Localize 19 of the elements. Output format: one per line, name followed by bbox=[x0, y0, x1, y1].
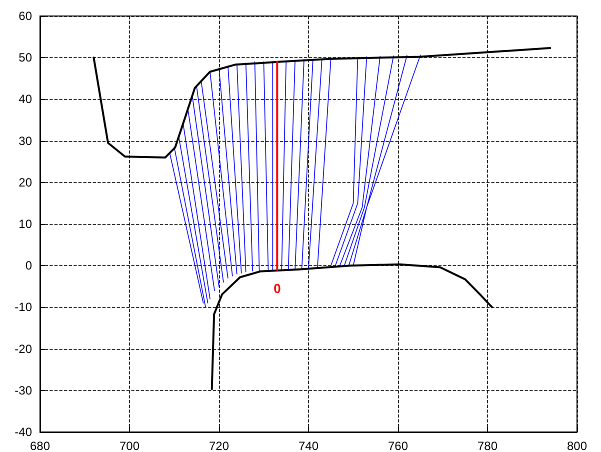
y-tick-label: -20 bbox=[14, 342, 32, 356]
y-tick-label: 30 bbox=[18, 134, 32, 148]
y-tick-label: 10 bbox=[18, 217, 32, 231]
x-tick-label: 740 bbox=[298, 439, 319, 452]
x-tick-label: 720 bbox=[208, 439, 230, 452]
annotation: 0 bbox=[274, 280, 281, 296]
y-tick-label: 20 bbox=[18, 175, 32, 190]
x-tick-label: 700 bbox=[119, 439, 140, 452]
x-tick-label: 760 bbox=[388, 439, 408, 452]
y-tick-label: 0 bbox=[25, 258, 32, 273]
y-tick-label: -10 bbox=[14, 300, 32, 314]
x-tick-label: 780 bbox=[477, 439, 498, 452]
y-tick-label: -40 bbox=[14, 425, 32, 439]
y-tick-label: -30 bbox=[14, 383, 32, 398]
x-tick-label: 800 bbox=[566, 439, 588, 452]
y-tick-label: 50 bbox=[18, 50, 32, 65]
x-tick-label: 680 bbox=[30, 439, 50, 452]
y-tick-label: 40 bbox=[18, 92, 32, 106]
y-tick-label: 60 bbox=[18, 9, 32, 23]
